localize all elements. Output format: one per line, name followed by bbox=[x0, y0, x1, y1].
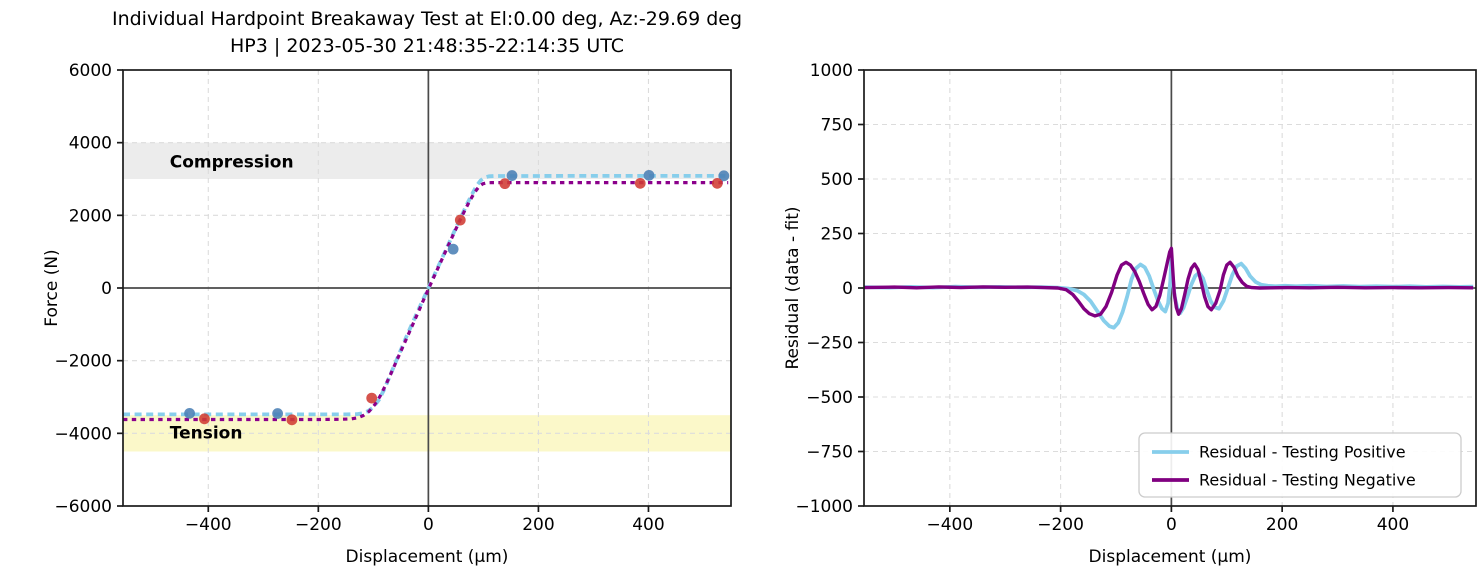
y-tick-label: −2000 bbox=[54, 352, 112, 372]
x-tick-label: 400 bbox=[632, 515, 664, 535]
figure-title-line-1: Individual Hardpoint Breakaway Test at E… bbox=[111, 8, 743, 30]
series-residual-testing-negative bbox=[863, 246, 1474, 318]
y-axis-label: Force (N) bbox=[42, 249, 62, 326]
data-point-measured-testing-positive bbox=[447, 243, 459, 255]
x-axis-label: Displacement (µm) bbox=[346, 547, 509, 567]
y-tick-label: 4000 bbox=[69, 134, 112, 154]
y-tick-label: −500 bbox=[806, 388, 853, 408]
series-residual-testing-positive bbox=[863, 253, 1474, 330]
data-point-measured-testing-negative bbox=[286, 414, 298, 426]
x-tick-label: 200 bbox=[1266, 515, 1298, 535]
legend-label: Residual - Testing Positive bbox=[1199, 443, 1406, 462]
legend-box bbox=[1138, 432, 1462, 498]
x-tick-label: 0 bbox=[423, 515, 434, 535]
series-measured-testing-negative bbox=[199, 177, 723, 426]
plot-residual-vs-displacement: −400 −200 0 200 400 1000 750 500 250 0 −250 −500 −75… bbox=[783, 61, 1477, 567]
y-tick-label: −4000 bbox=[54, 424, 112, 444]
y-tick-label: 500 bbox=[821, 170, 853, 190]
series-measured-testing-positive bbox=[184, 169, 730, 419]
y-tick-label: −1000 bbox=[795, 497, 853, 517]
y-tick-label: 0 bbox=[842, 279, 853, 299]
data-point-measured-testing-negative bbox=[454, 214, 466, 226]
y-tick-label: −6000 bbox=[54, 497, 112, 517]
data-point-measured-testing-positive bbox=[272, 408, 284, 419]
band-label-tension: Tension bbox=[170, 423, 243, 443]
y-tick-label: −750 bbox=[806, 443, 853, 463]
series-fit-testing-positive bbox=[123, 174, 729, 417]
legend: Residual - Testing Positive Residual - Te… bbox=[1138, 432, 1462, 498]
y-tick-label: 250 bbox=[821, 225, 853, 245]
x-tick-label: −200 bbox=[1037, 515, 1084, 535]
figure-title-line-2: HP3 | 2023-05-30 21:48:35-22:14:35 UTC bbox=[230, 35, 624, 57]
y-tick-label: 2000 bbox=[69, 206, 112, 226]
x-axis-label: Displacement (µm) bbox=[1089, 547, 1252, 567]
x-tick-label: 200 bbox=[522, 515, 554, 535]
data-point-measured-testing-negative bbox=[199, 413, 210, 425]
data-point-measured-testing-negative bbox=[711, 177, 723, 189]
x-tick-label: −400 bbox=[926, 515, 973, 535]
x-tick-label: −400 bbox=[185, 515, 232, 535]
y-axis-label: Residual (data - fit) bbox=[783, 206, 803, 369]
data-point-measured-testing-positive bbox=[643, 169, 655, 181]
series-fit-testing-negative bbox=[123, 181, 729, 422]
x-tick-label: 0 bbox=[1166, 515, 1177, 535]
data-point-measured-testing-negative bbox=[366, 392, 378, 404]
data-point-measured-testing-negative bbox=[499, 178, 511, 190]
data-point-measured-testing-positive bbox=[184, 407, 195, 419]
y-tick-label: 0 bbox=[101, 279, 112, 299]
band-compression bbox=[123, 142, 731, 179]
x-tick-label: 400 bbox=[1377, 515, 1409, 535]
y-tick-label: 6000 bbox=[69, 61, 112, 81]
y-tick-label: 1000 bbox=[810, 61, 853, 81]
y-tick-label: 750 bbox=[821, 116, 853, 136]
data-point-measured-testing-negative bbox=[634, 177, 646, 189]
legend-label: Residual - Testing Negative bbox=[1199, 471, 1416, 490]
y-tick-label: −250 bbox=[806, 334, 853, 354]
data-point-measured-testing-positive bbox=[718, 170, 730, 182]
band-label-compression: Compression bbox=[170, 152, 294, 172]
data-point-measured-testing-positive bbox=[506, 170, 518, 181]
x-tick-label: −200 bbox=[295, 515, 342, 535]
